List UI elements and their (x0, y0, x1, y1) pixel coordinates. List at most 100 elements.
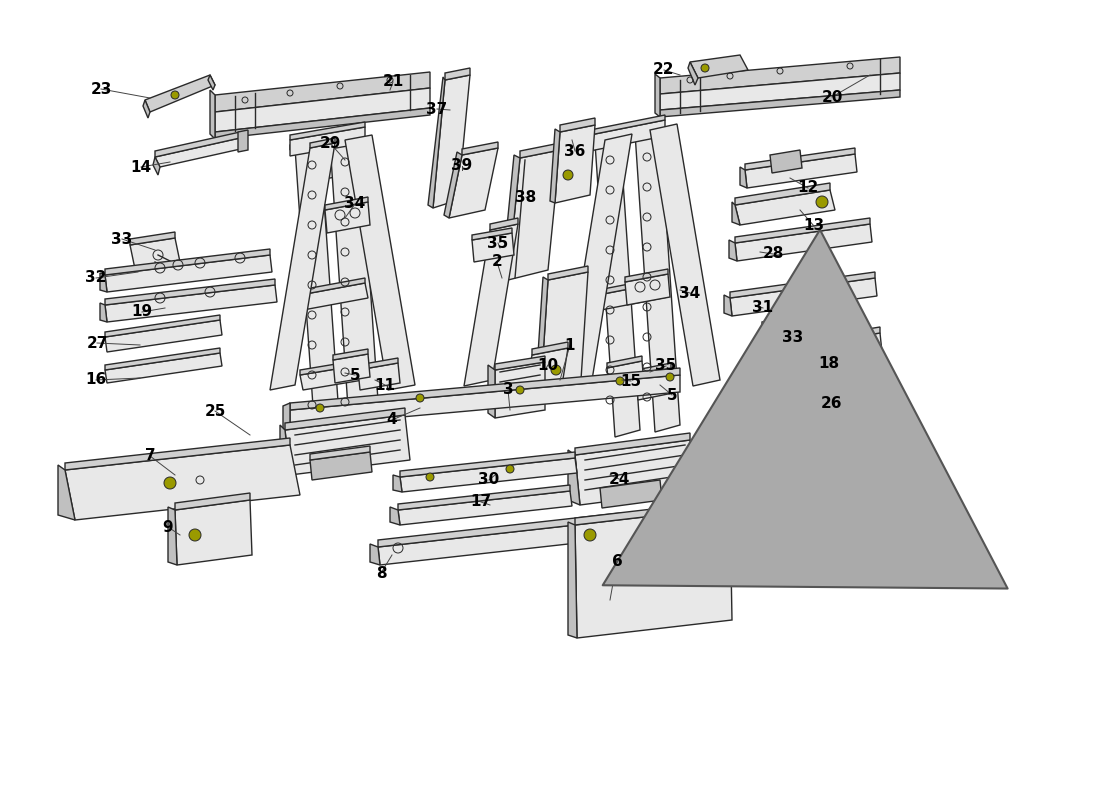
Polygon shape (532, 342, 568, 355)
Polygon shape (598, 282, 668, 310)
Polygon shape (508, 150, 560, 280)
Circle shape (506, 465, 514, 473)
Polygon shape (502, 155, 520, 280)
Polygon shape (690, 55, 748, 78)
Polygon shape (598, 277, 666, 295)
Polygon shape (600, 480, 662, 508)
Polygon shape (208, 75, 214, 90)
Polygon shape (660, 90, 900, 117)
Text: 33: 33 (111, 231, 133, 246)
Polygon shape (370, 544, 379, 565)
Polygon shape (214, 72, 430, 112)
Polygon shape (433, 75, 470, 208)
Polygon shape (625, 269, 668, 282)
Text: 23: 23 (90, 82, 112, 97)
Polygon shape (660, 57, 900, 94)
Circle shape (666, 373, 674, 381)
Text: 3: 3 (503, 382, 514, 398)
Circle shape (551, 365, 561, 375)
Text: 39: 39 (451, 158, 473, 174)
Polygon shape (65, 438, 290, 470)
Polygon shape (732, 202, 740, 225)
Polygon shape (104, 320, 222, 352)
Polygon shape (285, 408, 405, 430)
Polygon shape (155, 132, 240, 157)
Polygon shape (428, 77, 446, 208)
Polygon shape (290, 122, 365, 140)
Polygon shape (300, 360, 360, 375)
Text: 28: 28 (762, 246, 783, 262)
Polygon shape (330, 131, 360, 143)
Polygon shape (345, 135, 415, 390)
Polygon shape (214, 88, 430, 132)
Text: 1: 1 (564, 338, 575, 353)
Polygon shape (65, 445, 300, 520)
Polygon shape (398, 491, 572, 525)
Polygon shape (100, 303, 107, 322)
Polygon shape (175, 500, 252, 565)
Polygon shape (730, 278, 877, 316)
Polygon shape (762, 333, 882, 371)
Polygon shape (745, 154, 857, 188)
Circle shape (563, 170, 573, 180)
Polygon shape (770, 150, 802, 173)
Polygon shape (650, 124, 721, 386)
Polygon shape (310, 452, 372, 480)
Polygon shape (575, 433, 690, 455)
Polygon shape (285, 415, 410, 475)
Text: 34: 34 (680, 286, 701, 301)
Circle shape (416, 394, 424, 402)
Text: 18: 18 (818, 355, 839, 370)
Polygon shape (290, 143, 295, 150)
Polygon shape (333, 349, 369, 360)
Polygon shape (526, 348, 568, 392)
Text: 13: 13 (803, 218, 825, 234)
Circle shape (426, 473, 434, 481)
Circle shape (616, 377, 624, 385)
Polygon shape (104, 279, 275, 305)
Circle shape (164, 477, 176, 489)
Polygon shape (449, 148, 498, 218)
Polygon shape (100, 273, 107, 292)
Polygon shape (378, 520, 622, 565)
Polygon shape (808, 377, 858, 392)
Polygon shape (729, 240, 737, 261)
Polygon shape (300, 283, 368, 310)
Polygon shape (283, 403, 290, 430)
Polygon shape (210, 90, 214, 139)
Circle shape (816, 196, 828, 208)
Polygon shape (565, 134, 632, 385)
Polygon shape (535, 277, 548, 403)
Polygon shape (568, 522, 578, 638)
Text: 4: 4 (387, 413, 397, 427)
Polygon shape (104, 255, 272, 292)
Polygon shape (300, 278, 365, 295)
Polygon shape (735, 190, 835, 225)
Polygon shape (310, 446, 370, 460)
Text: 15: 15 (620, 374, 641, 389)
Text: 34: 34 (344, 197, 365, 211)
Text: 27: 27 (86, 335, 108, 350)
Polygon shape (550, 129, 560, 203)
Polygon shape (295, 143, 340, 435)
Polygon shape (660, 73, 900, 110)
Polygon shape (310, 138, 336, 148)
Text: 22: 22 (653, 62, 674, 78)
Polygon shape (168, 507, 177, 565)
Circle shape (316, 404, 324, 412)
Text: 12: 12 (798, 181, 818, 195)
Polygon shape (446, 68, 470, 80)
Polygon shape (472, 233, 514, 262)
Polygon shape (740, 167, 747, 188)
Polygon shape (295, 138, 320, 148)
Polygon shape (654, 74, 660, 117)
Polygon shape (688, 62, 698, 85)
Text: 30: 30 (478, 473, 499, 487)
Polygon shape (575, 507, 732, 638)
Text: 6: 6 (612, 554, 623, 569)
Text: 2: 2 (492, 254, 503, 270)
Polygon shape (560, 118, 595, 132)
Text: 8: 8 (376, 566, 386, 581)
Circle shape (170, 91, 179, 99)
Polygon shape (540, 272, 589, 403)
